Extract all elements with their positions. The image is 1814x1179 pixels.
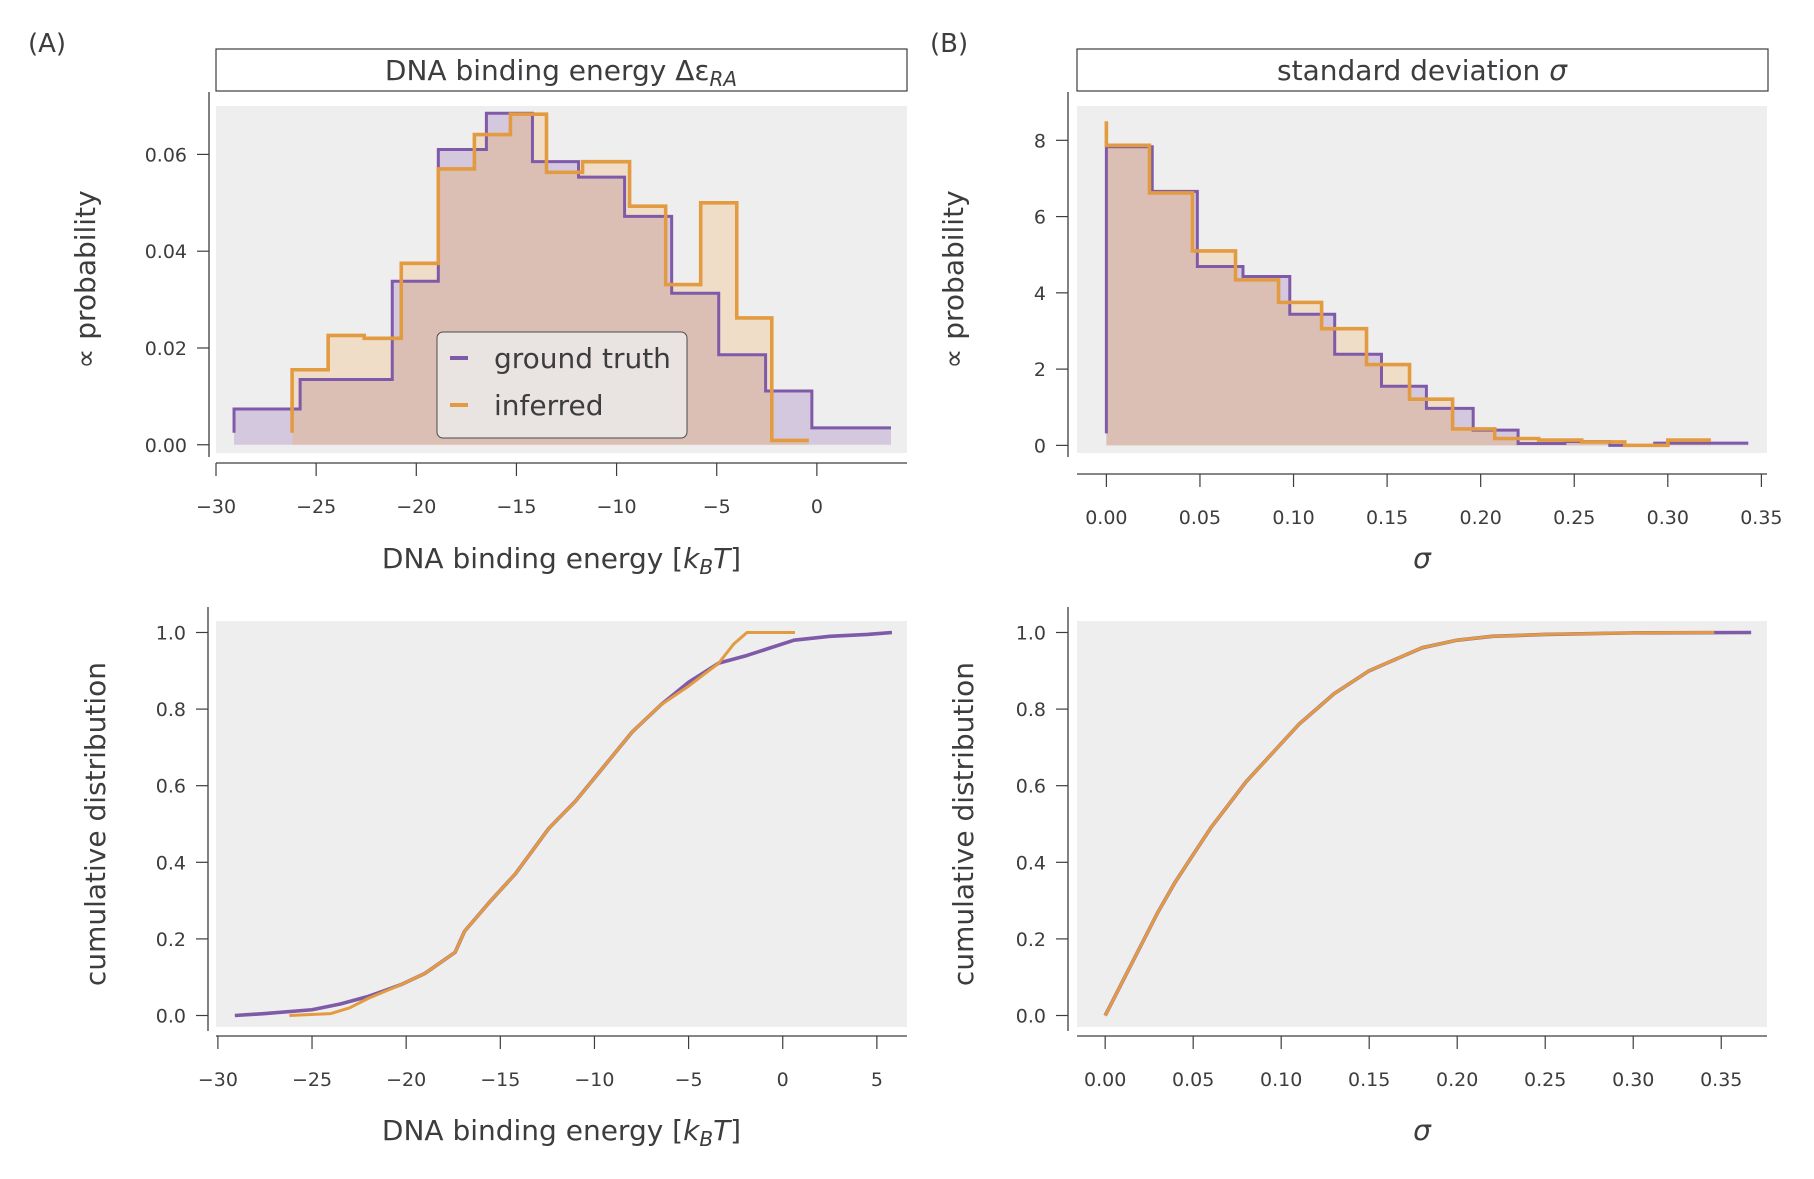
x-tick-label: 0.30 <box>1647 507 1689 529</box>
y-tick-label: 0.4 <box>156 852 186 874</box>
plot-cdf-energy: 0.0 0.2 0.4 0.6 0.8 1.0 −30 −25 −20 −15 −10 −5 0 5 DNA… <box>79 607 907 1151</box>
x-axis: 0.00 0.05 0.10 0.15 0.20 0.25 0.30 0.35 <box>1077 473 1783 529</box>
y-axis: 0 2 4 6 8 <box>1034 92 1069 457</box>
y-tick-label: 0.02 <box>145 338 187 360</box>
y-tick-label: 0.8 <box>1016 699 1046 721</box>
y-tick-label: 0.0 <box>1016 1006 1046 1028</box>
x-tick-label: −10 <box>597 496 637 518</box>
title-a: DNA binding energy ΔεRA <box>385 54 737 91</box>
title-a-sub: RA <box>710 67 738 91</box>
x-axis-label: DNA binding energy [kBT] <box>382 1114 741 1151</box>
y-tick-label: 0.04 <box>145 241 187 263</box>
y-tick-label: 0.4 <box>1016 852 1046 874</box>
y-axis-label: cumulative distribution <box>79 662 112 986</box>
plot-cdf-sigma: 0.00.20.40.60.81.00.00 0.05 0.10 0.15 0.20 0.… <box>947 607 1767 1147</box>
y-tick-label: 0.06 <box>145 144 187 166</box>
x-tick-label: 0.05 <box>1172 1069 1214 1091</box>
x-tick-label: 0 <box>811 496 823 518</box>
hist-line-inferred <box>1104 121 1711 448</box>
x-axis-label: σ <box>1413 1114 1432 1147</box>
title-box-a: DNA binding energy ΔεRA <box>215 48 908 92</box>
x-tick-label: 0.35 <box>1700 1069 1742 1091</box>
hist-overlap-fill <box>1106 146 1711 446</box>
y-axis-label: ∝ probability <box>69 190 102 368</box>
x-tick-label: 0.05 <box>1179 507 1221 529</box>
x-tick-label: −15 <box>496 496 536 518</box>
x-tick-label: −5 <box>703 496 731 518</box>
y-tick-label: 0.6 <box>156 776 186 798</box>
plot-hist-sigma: 0 2 4 6 8 0.00 0.05 0.10 0.15 0.20 0.25 0.30 0.35 σ ∝ … <box>937 92 1783 575</box>
x-tick-label: 0.15 <box>1348 1069 1390 1091</box>
x-axis: −30 −25 −20 −15 −10 −5 0 5 <box>198 1035 907 1091</box>
y-axis: 0.0 0.2 0.4 0.6 0.8 1.0 <box>156 607 209 1031</box>
legend: ground truth inferred <box>436 331 688 439</box>
plot-background <box>1077 621 1767 1027</box>
y-axis-label: cumulative distribution <box>947 662 980 986</box>
x-tick-label: 0.25 <box>1524 1069 1566 1091</box>
panel-label-b: (B) <box>930 29 968 59</box>
y-tick-label: 8 <box>1034 130 1046 152</box>
y-tick-label: 0 <box>1034 435 1046 457</box>
y-tick-label: 4 <box>1034 283 1046 305</box>
y-axis: 0.0 0.2 0.4 0.6 0.8 1.0 <box>1016 607 1069 1031</box>
title-b-sigma: σ <box>1549 54 1568 87</box>
x-tick-label: 0.00 <box>1084 1069 1126 1091</box>
x-tick-label: 0.25 <box>1553 507 1595 529</box>
x-tick-label: 5 <box>871 1069 883 1091</box>
x-tick-label: 0.30 <box>1612 1069 1654 1091</box>
legend-label-ground-truth: ground truth <box>494 342 671 375</box>
x-tick-label: 0.10 <box>1260 1069 1302 1091</box>
x-tick-label: 0.00 <box>1085 507 1127 529</box>
cdf-line-inferred <box>1103 630 1715 1017</box>
x-tick-label: 0 <box>777 1069 789 1091</box>
hist-line-ground-truth <box>232 111 891 433</box>
y-tick-label: 6 <box>1034 207 1046 229</box>
y-axis: 0.00 0.02 0.04 0.06 <box>145 92 210 457</box>
x-axis: −30 −25 −20 −15 −10 −5 0 <box>196 462 907 518</box>
y-tick-label: 1.0 <box>156 622 186 644</box>
y-axis-label: ∝ probability <box>937 190 970 368</box>
y-tick-label: 0.0 <box>156 1006 186 1028</box>
y-tick-label: 0.00 <box>145 435 187 457</box>
x-tick-label: −30 <box>198 1069 238 1091</box>
y-tick-label: 2 <box>1034 359 1046 381</box>
plot-background <box>216 621 907 1027</box>
x-axis: 0.00 0.05 0.10 0.15 0.20 0.25 0.30 0.35 <box>1077 1035 1767 1091</box>
y-tick-label: 0.6 <box>1016 776 1046 798</box>
x-tick-label: 0.20 <box>1436 1069 1478 1091</box>
x-tick-label: 0.20 <box>1460 507 1502 529</box>
cdf-line-inferred <box>289 630 795 1018</box>
x-tick-label: 0.15 <box>1366 507 1408 529</box>
x-tick-label: −20 <box>386 1069 426 1091</box>
x-tick-label: −20 <box>396 496 436 518</box>
x-tick-label: −25 <box>292 1069 332 1091</box>
x-axis-label: DNA binding energy [kBT] <box>382 542 741 579</box>
y-tick-label: 1.0 <box>1016 622 1046 644</box>
y-tick-label: 0.2 <box>1016 929 1046 951</box>
panel-label-a: (A) <box>28 29 66 59</box>
x-tick-label: −15 <box>480 1069 520 1091</box>
x-tick-label: 0.10 <box>1272 507 1314 529</box>
title-box-b: standard deviation σ <box>1076 48 1769 92</box>
hist-line-inferred <box>290 112 809 443</box>
y-tick-label: 0.2 <box>156 929 186 951</box>
x-axis-label: σ <box>1413 542 1432 575</box>
title-b: standard deviation σ <box>1277 54 1568 87</box>
x-tick-label: −25 <box>296 496 336 518</box>
x-tick-label: 0.35 <box>1740 507 1782 529</box>
legend-label-inferred: inferred <box>494 389 604 422</box>
title-b-main: standard deviation <box>1277 54 1549 87</box>
y-tick-label: 0.8 <box>156 699 186 721</box>
x-tick-label: −10 <box>574 1069 614 1091</box>
title-a-main: DNA binding energy Δε <box>385 54 710 87</box>
x-tick-label: −5 <box>675 1069 703 1091</box>
x-tick-label: −30 <box>196 496 236 518</box>
